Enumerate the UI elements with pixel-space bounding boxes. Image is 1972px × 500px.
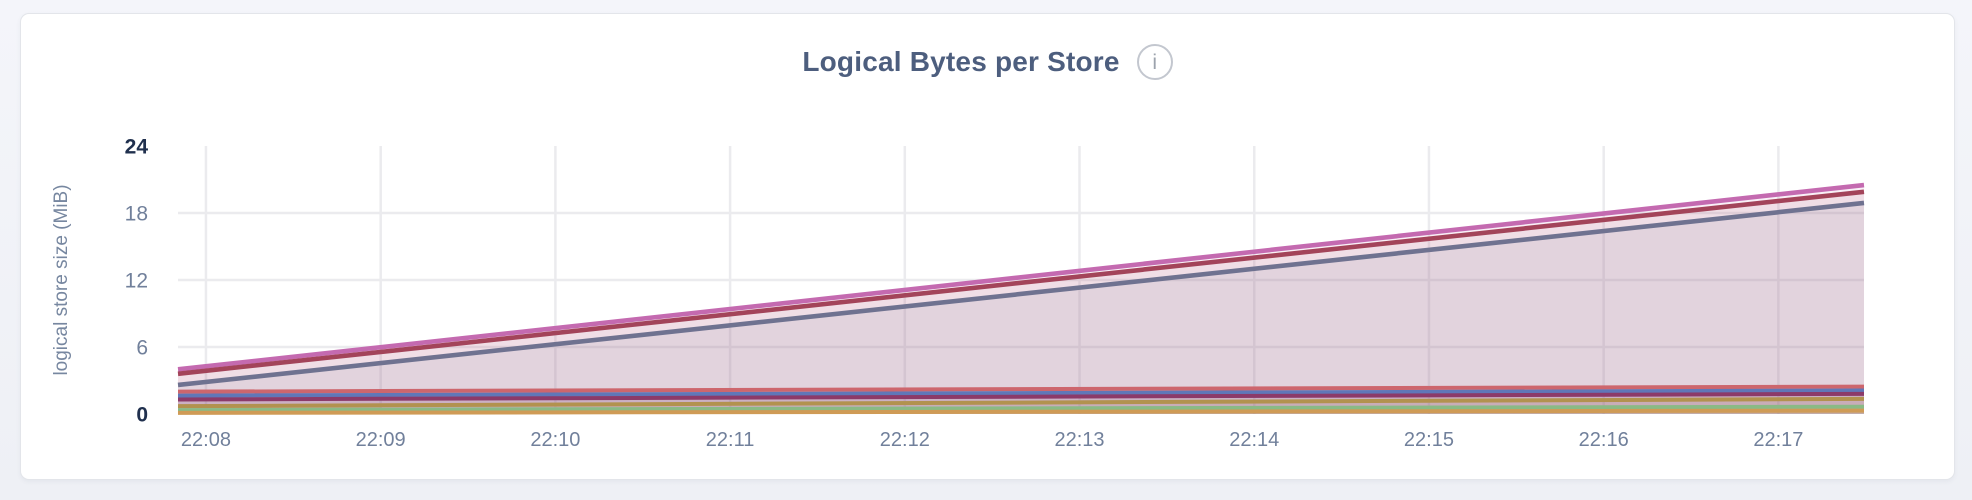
series-line-orange bbox=[177, 408, 1865, 415]
x-tick-label: 22:15 bbox=[1404, 429, 1454, 451]
metric-panel: Logical Bytes per Store i logical store … bbox=[20, 13, 1955, 480]
series-line-salmon-red bbox=[177, 384, 1865, 394]
x-tick-label: 22:12 bbox=[880, 429, 930, 451]
series-fill-pink bbox=[178, 185, 1864, 414]
x-tick-label: 22:11 bbox=[706, 429, 755, 451]
info-icon-glyph: i bbox=[1152, 50, 1157, 74]
series-line-dark-red bbox=[177, 189, 1865, 377]
panel-title: Logical Bytes per Store bbox=[802, 46, 1120, 77]
x-tick-label: 22:08 bbox=[181, 429, 231, 451]
x-tick-label: 22:09 bbox=[356, 429, 406, 451]
x-tick-label: 22:13 bbox=[1054, 429, 1104, 451]
y-tick-label: 12 bbox=[125, 270, 148, 293]
series-line-green bbox=[177, 404, 1865, 413]
x-tick-label: 22:17 bbox=[1753, 429, 1803, 451]
series-fill-slate bbox=[178, 202, 1864, 414]
series-line-royal-blue bbox=[177, 388, 1865, 398]
y-axis-tick-labels: 0 6 12 18 24 bbox=[125, 136, 149, 427]
info-icon[interactable]: i bbox=[1136, 44, 1173, 80]
x-tick-label: 22:16 bbox=[1579, 429, 1629, 451]
y-tick-label: 6 bbox=[136, 337, 148, 360]
series-lines bbox=[177, 182, 1865, 415]
panel-header: Logical Bytes per Store i bbox=[21, 44, 1954, 80]
x-tick-label: 22:14 bbox=[1229, 429, 1279, 451]
x-axis-tick-labels: 22:08 22:09 22:10 22:11 22:12 22:13 22:14 22:15… bbox=[181, 429, 1803, 451]
y-tick-label: 0 bbox=[136, 404, 148, 427]
series-line-slate bbox=[177, 200, 1865, 388]
series-line-pink bbox=[177, 182, 1865, 372]
gridlines bbox=[178, 146, 1864, 414]
series-line-tan-gold bbox=[177, 396, 1865, 409]
x-tick-label: 22:10 bbox=[530, 429, 580, 451]
y-tick-label: 24 bbox=[125, 136, 149, 159]
y-tick-label: 18 bbox=[125, 203, 148, 226]
series-line-dark-magenta bbox=[177, 391, 1865, 402]
